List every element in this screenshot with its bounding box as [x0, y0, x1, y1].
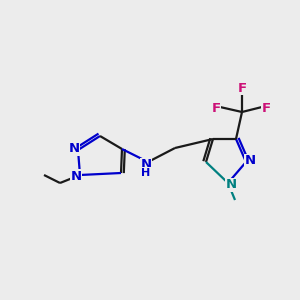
Text: F: F: [261, 101, 271, 115]
Text: N: N: [70, 169, 82, 182]
Text: F: F: [212, 101, 220, 115]
Text: N: N: [244, 154, 256, 167]
Text: F: F: [237, 82, 247, 94]
Text: N: N: [140, 158, 152, 172]
Text: N: N: [68, 142, 80, 155]
Text: N: N: [225, 178, 237, 191]
Text: H: H: [141, 168, 151, 178]
